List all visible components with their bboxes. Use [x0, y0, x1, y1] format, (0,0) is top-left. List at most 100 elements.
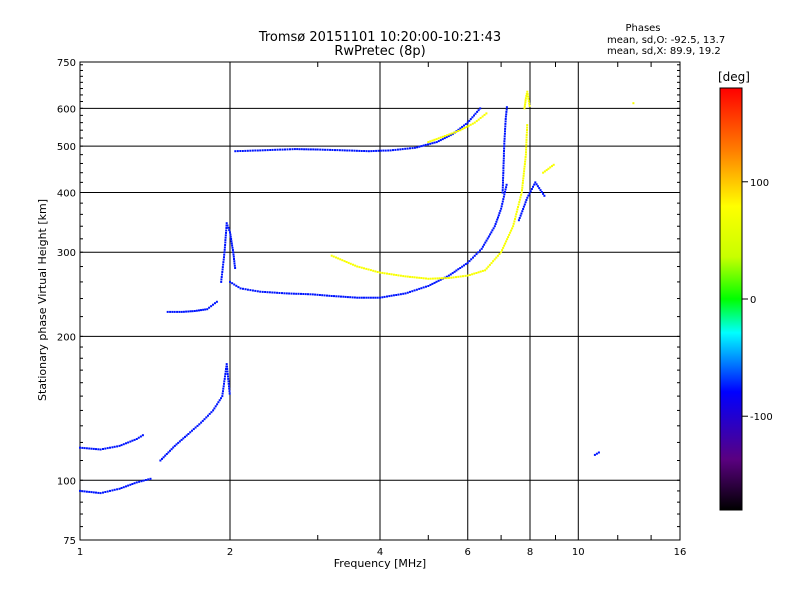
echo-point: [499, 209, 502, 212]
echo-point: [457, 130, 460, 132]
echo-point: [524, 99, 527, 102]
echo-point: [451, 133, 454, 136]
echo-point: [244, 149, 247, 152]
echo-point: [384, 149, 387, 152]
echo-point: [224, 375, 226, 378]
echo-point: [222, 385, 225, 388]
echo-point: [204, 308, 207, 311]
echo-point: [149, 477, 152, 480]
echo-point: [452, 131, 455, 134]
echo-point: [363, 267, 365, 270]
echo-point: [214, 302, 216, 305]
echo-point: [523, 203, 526, 206]
echo-point: [351, 296, 354, 299]
echo-point: [222, 261, 225, 264]
echo-point: [436, 277, 439, 280]
echo-point: [593, 453, 596, 456]
echo-point: [433, 141, 436, 144]
echo-point: [92, 447, 95, 450]
echo-point: [109, 489, 111, 492]
echo-point: [416, 146, 419, 149]
echo-point: [472, 256, 474, 259]
echo-point: [551, 165, 553, 168]
echo-point: [422, 277, 425, 280]
echo-point: [95, 491, 97, 494]
echo-point: [227, 380, 230, 383]
echo-point: [503, 193, 506, 196]
echo-point: [521, 182, 524, 184]
echo-point: [468, 274, 471, 276]
echo-point: [256, 290, 259, 293]
echo-point: [360, 266, 363, 269]
echo-point: [236, 150, 239, 153]
echo-point: [316, 148, 319, 151]
echo-point: [88, 490, 91, 493]
echo-point: [369, 269, 372, 272]
echo-point: [415, 276, 418, 279]
echo-point: [392, 294, 395, 297]
echo-point: [99, 492, 102, 495]
echo-point: [198, 423, 201, 426]
echo-point: [129, 440, 132, 443]
echo-point: [538, 187, 541, 190]
echo-point: [475, 272, 478, 274]
echo-point: [125, 442, 127, 445]
echo-point: [503, 150, 505, 152]
echo-point: [495, 220, 498, 223]
echo-point: [446, 134, 449, 137]
echo-point: [334, 149, 336, 152]
echo-point: [449, 273, 452, 276]
echo-point: [309, 148, 312, 151]
colorbar-ticks: 100 0 -100: [742, 178, 773, 423]
echo-point: [137, 436, 140, 439]
echo-point: [358, 296, 361, 299]
echo-point: [512, 222, 515, 225]
echo-point: [95, 448, 97, 451]
echo-point: [396, 148, 399, 151]
echo-point: [382, 149, 385, 152]
echo-point: [475, 120, 478, 123]
echo-point: [125, 485, 127, 488]
echo-point: [387, 149, 390, 152]
echo-point: [165, 453, 168, 455]
echo-point: [118, 487, 121, 490]
echo-point: [463, 264, 465, 267]
echo-point: [427, 285, 430, 287]
echo-point: [358, 266, 361, 269]
echo-point: [178, 310, 181, 313]
echo-point: [338, 149, 341, 152]
echo-point: [330, 295, 333, 297]
echo-point: [268, 291, 271, 294]
echo-point: [491, 229, 494, 232]
echo-point: [224, 239, 227, 242]
echo-point: [106, 447, 109, 450]
echo-point: [441, 138, 444, 141]
x-tick-label: 10: [572, 547, 585, 558]
echo-point: [264, 149, 267, 152]
echo-point: [479, 107, 482, 110]
echo-point: [501, 186, 504, 189]
grid: [80, 62, 680, 540]
echo-point: [365, 150, 368, 153]
echo-point: [501, 191, 504, 194]
echo-point: [542, 192, 545, 195]
echo-point: [445, 277, 448, 280]
echo-point: [184, 435, 186, 438]
echo-point: [504, 242, 507, 245]
echo-point: [427, 141, 430, 144]
echo-point: [450, 276, 453, 279]
echo-point: [437, 137, 440, 140]
echo-point: [360, 150, 363, 152]
echo-point: [360, 296, 363, 299]
echo-point: [455, 130, 457, 133]
echo-point: [485, 112, 488, 115]
echo-point: [221, 392, 224, 395]
echo-point: [97, 448, 100, 451]
echo-point: [222, 390, 224, 393]
echo-point: [231, 282, 234, 285]
echo-point: [524, 160, 527, 163]
echo-point: [367, 296, 370, 299]
echo-point: [497, 216, 499, 219]
echo-point: [220, 280, 223, 283]
echo-point: [225, 229, 228, 232]
